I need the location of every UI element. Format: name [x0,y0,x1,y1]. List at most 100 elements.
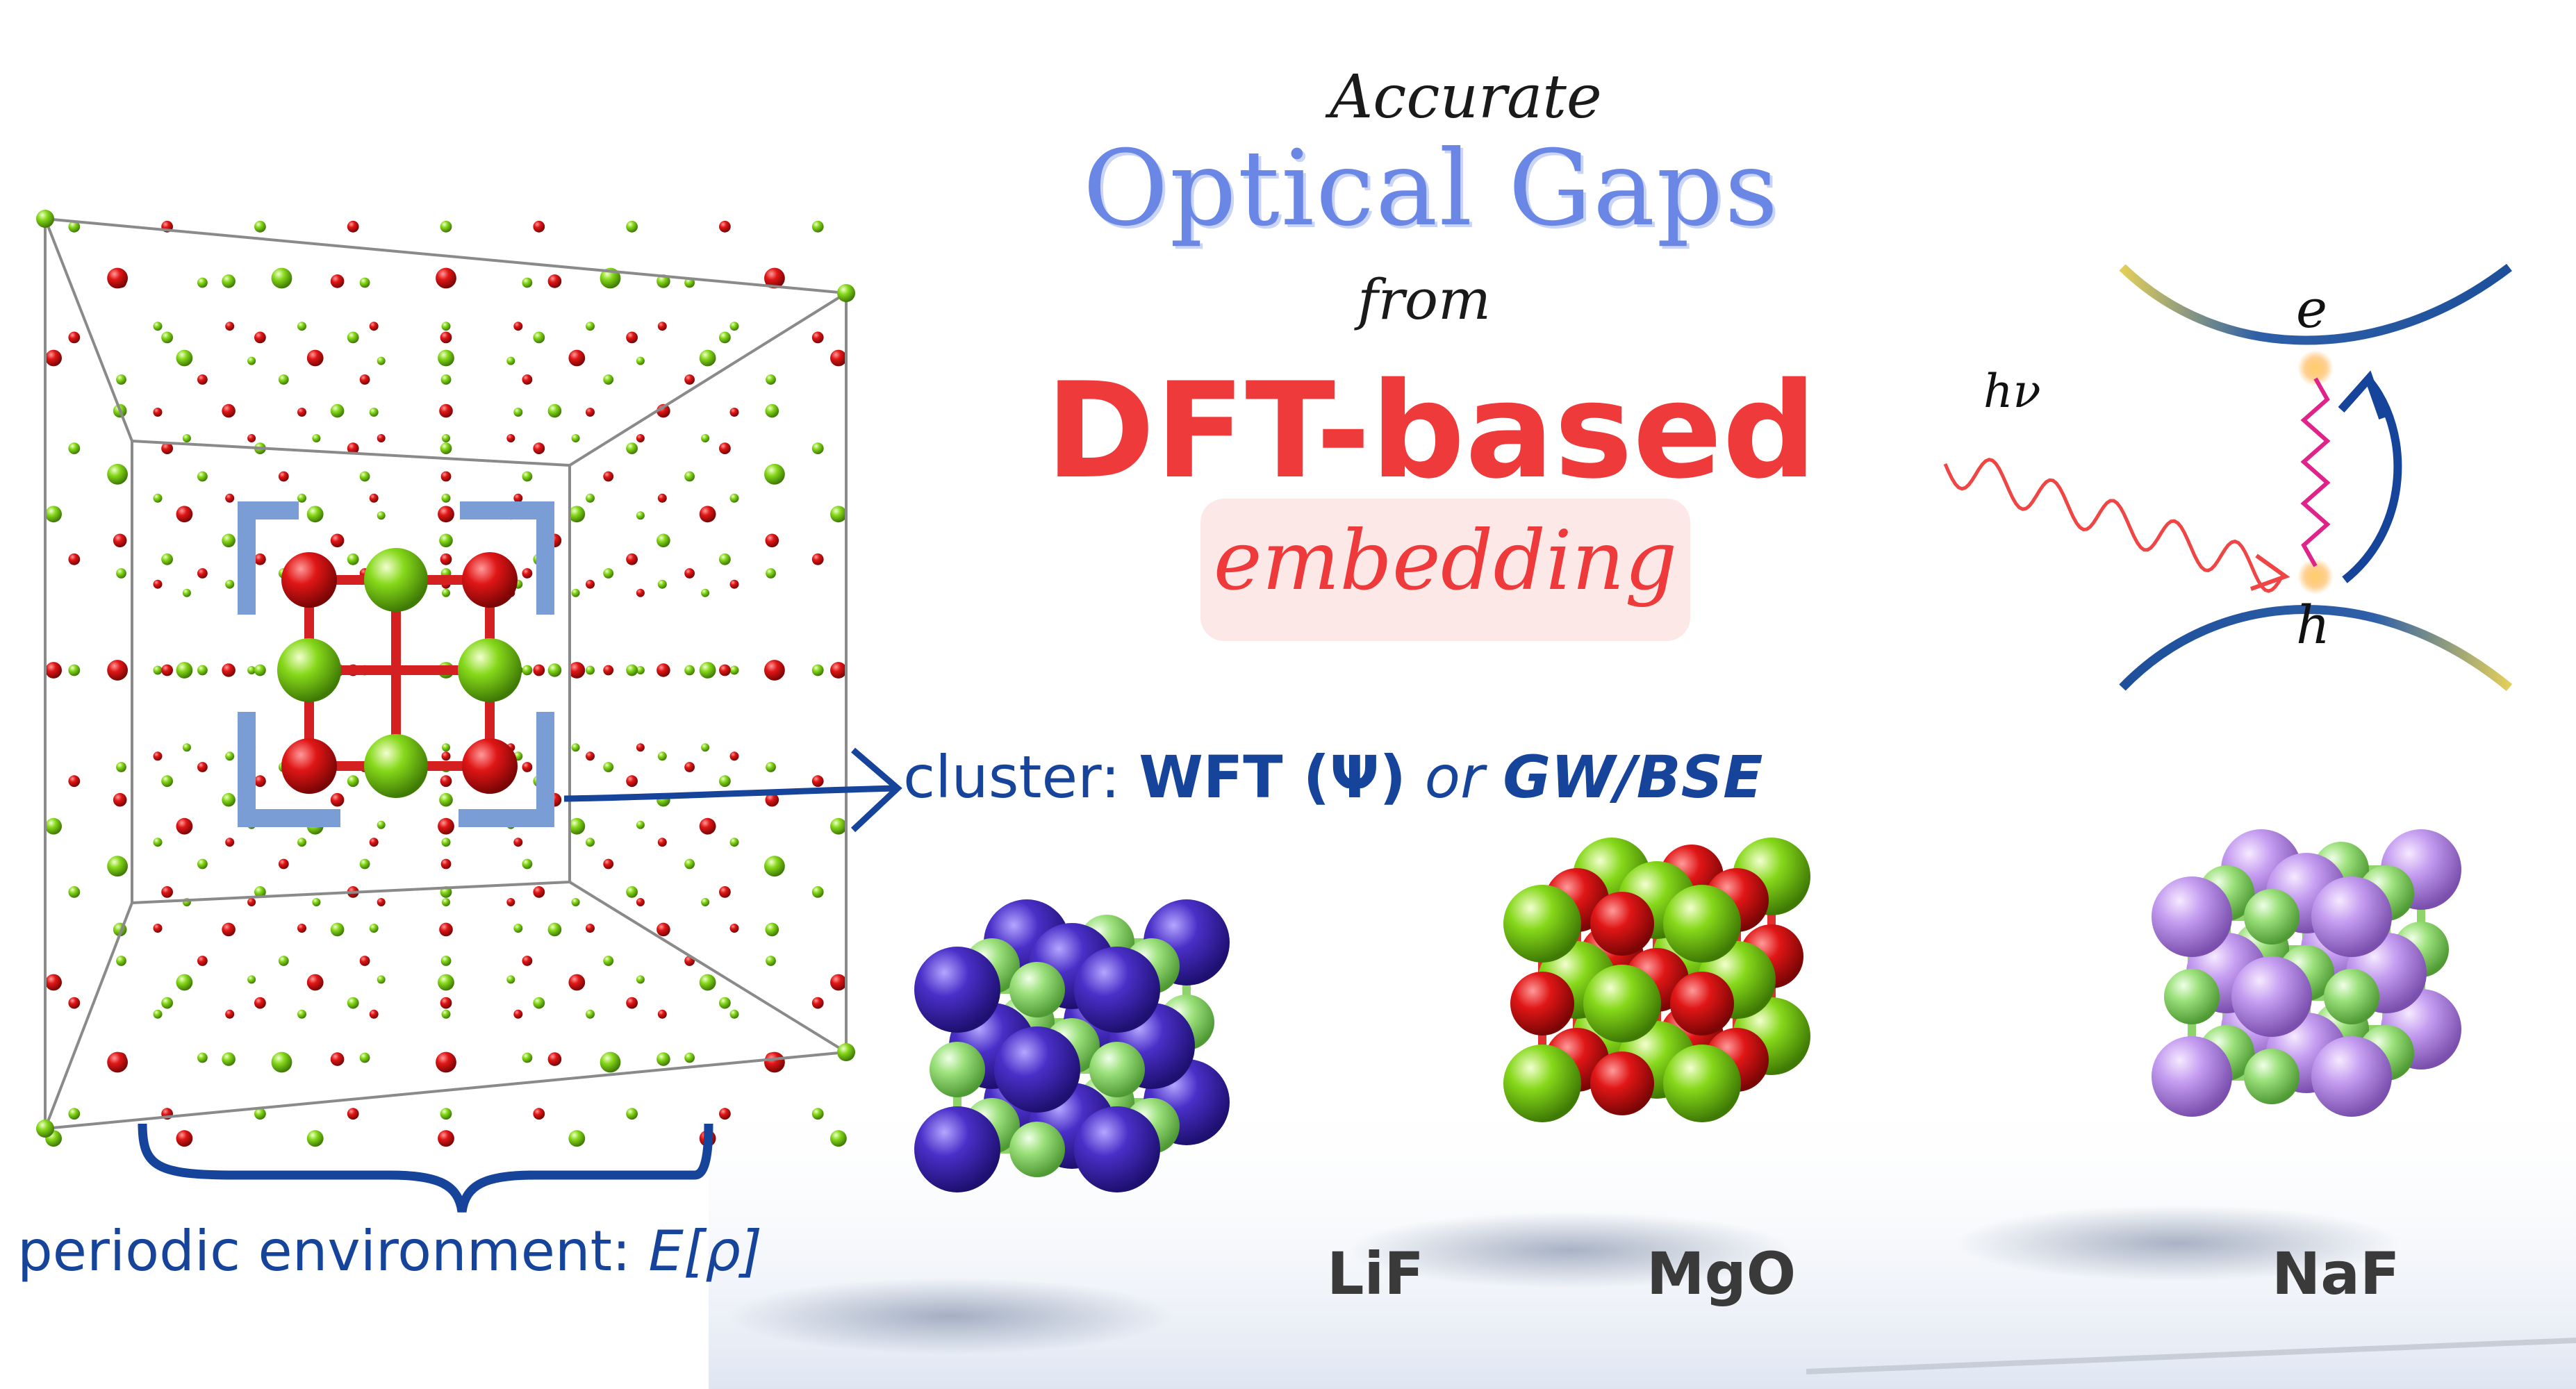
cation-atom [107,856,129,877]
cation-atom [657,533,670,548]
cation-atom [684,665,695,676]
anion-atom [586,579,595,589]
cation-atom [45,506,62,523]
cation-atom [684,1052,695,1063]
anion-atom [161,664,174,676]
crystal-atom-a [2231,956,2312,1037]
cation-atom [182,588,191,597]
crystal-atom-a [914,947,1000,1033]
conduction-band [2119,263,2512,345]
anion-atom [603,471,614,482]
anion-atom [222,404,236,418]
anion-atom [719,664,731,676]
cation-atom [626,1108,638,1120]
anion-atom [765,533,779,548]
cluster-anion-atom [281,738,337,794]
cation-atom [176,974,193,991]
anion-atom [222,663,236,677]
cation-atom [586,493,595,503]
cation-atom [699,349,716,367]
embedding-highlight-box [1200,499,1690,641]
anion-atom [626,775,638,788]
recombination-zigzag [2300,377,2331,567]
cation-atom [586,322,595,331]
cation-atom [568,817,586,835]
anion-atom [684,568,695,579]
cation-atom [182,743,191,752]
cation-atom [254,886,266,898]
anion-atom [347,1108,359,1120]
cation-atom [547,663,562,677]
anion-atom [626,331,638,344]
cluster-anion-atom [462,738,518,794]
anion-atom [626,997,638,1009]
cation-atom [811,886,824,898]
crystal-atom-b [930,1042,985,1097]
cation-atom [571,434,580,442]
cation-atom [626,220,638,233]
anion-atom [729,751,739,761]
cluster-method-wft: WFT (Ψ) [1139,743,1406,811]
cation-atom [701,434,710,442]
cation-atom [68,442,81,454]
crystal-atom-b [1590,892,1654,956]
cation-atom [600,1051,621,1073]
anion-atom [369,493,379,503]
anion-atom [107,267,129,289]
cation-atom [161,553,174,565]
anion-atom [533,442,545,454]
anion-atom [176,506,193,523]
anion-atom [438,506,454,523]
crystal-atom-a [2152,1036,2232,1117]
anion-atom [568,974,586,991]
cation-atom [68,220,81,233]
cation-atom [701,743,710,752]
anion-atom [513,838,523,847]
cation-atom [153,322,163,331]
anion-atom [440,997,452,1009]
cation-atom [719,775,731,788]
cation-atom [297,493,306,503]
anion-atom [657,838,667,847]
cation-atom [197,471,208,482]
anion-atom [636,898,645,906]
anion-atom [197,568,208,579]
anion-atom [513,493,523,503]
crystal-atom-b [2324,969,2379,1024]
cation-atom [626,664,638,676]
cation-atom [636,356,645,365]
photon-arrow-head [2249,554,2290,591]
anion-atom [586,408,595,417]
anion-atom [347,220,359,233]
cation-atom [657,1052,670,1066]
cation-atom [729,322,739,331]
anion-atom [440,471,452,482]
cation-atom [68,886,81,898]
anion-atom [811,331,824,344]
crystal-naf [1956,829,2461,1281]
lattice-frame [44,217,848,1130]
anion-atom [369,1009,379,1019]
material-label-mgo: MgO [1646,1240,1797,1308]
cation-atom [766,762,776,772]
anion-atom [441,751,451,761]
cation-atom [271,267,292,289]
cation-atom [116,568,126,579]
crystal-atom-a [2311,876,2392,957]
cation-atom [439,533,453,548]
cation-atom [719,553,731,565]
anion-atom [297,924,306,933]
crystal-atom-b [1670,972,1734,1035]
anion-atom [440,858,452,870]
anion-atom [811,997,824,1009]
crystal-lif [728,899,1230,1354]
anion-atom [197,762,208,772]
cation-atom [225,579,235,589]
cation-atom [811,220,824,233]
cation-atom [766,568,776,579]
anion-atom [522,762,533,772]
anion-atom [68,331,81,344]
cation-atom [377,975,386,984]
anion-atom [440,775,452,788]
cation-atom [377,356,386,365]
